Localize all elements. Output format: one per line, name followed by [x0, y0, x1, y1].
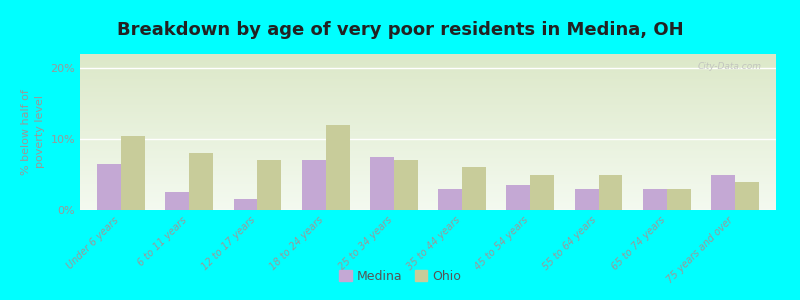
Y-axis label: % below half of
poverty level: % below half of poverty level	[21, 89, 45, 175]
Bar	[643, 189, 667, 210]
Bar	[234, 200, 258, 210]
Bar	[97, 164, 121, 210]
Text: Breakdown by age of very poor residents in Medina, OH: Breakdown by age of very poor residents …	[117, 21, 683, 39]
Bar	[166, 192, 189, 210]
Legend: Medina, Ohio: Medina, Ohio	[334, 265, 466, 288]
Bar	[394, 160, 418, 210]
Bar	[735, 182, 759, 210]
Bar	[302, 160, 326, 210]
Bar	[711, 175, 735, 210]
Bar	[598, 175, 622, 210]
Bar	[574, 189, 598, 210]
Bar	[326, 125, 350, 210]
Bar	[189, 153, 213, 210]
Bar	[462, 167, 486, 210]
Bar	[121, 136, 145, 210]
Bar	[438, 189, 462, 210]
Text: City-Data.com: City-Data.com	[698, 62, 762, 71]
Bar	[258, 160, 282, 210]
Bar	[370, 157, 394, 210]
Bar	[506, 185, 530, 210]
Bar	[667, 189, 690, 210]
Bar	[530, 175, 554, 210]
